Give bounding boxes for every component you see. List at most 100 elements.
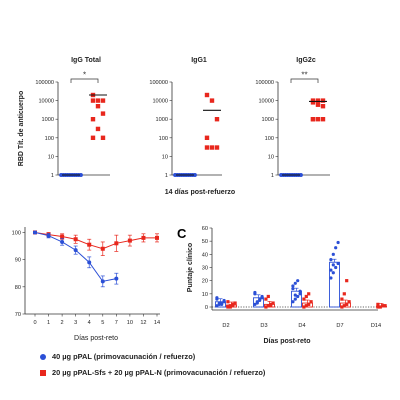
data-point-blue: [296, 294, 300, 299]
data-point-blue: [329, 276, 333, 280]
data-point-red: [95, 103, 101, 109]
data-point-red: [378, 305, 382, 309]
data-point-blue: [334, 265, 338, 270]
legend-marker-square: [40, 369, 46, 376]
data-point-red: [209, 145, 215, 150]
legend-label: 40 µg pPAL (primovacunación / refuerzo): [52, 352, 196, 361]
data-point-red: [304, 304, 308, 308]
data-point-red: [155, 235, 159, 240]
data-point-blue: [296, 279, 300, 283]
data-point-blue: [298, 292, 302, 296]
x-tick-label: 7: [115, 320, 118, 326]
x-tick-label: 12: [140, 320, 146, 326]
data-point-red: [376, 305, 380, 309]
data-point-blue: [293, 297, 297, 301]
data-point-red: [90, 135, 96, 140]
data-point-red: [381, 304, 385, 308]
data-point-red: [304, 294, 308, 299]
data-point-red: [114, 241, 119, 246]
x-tick-label: D2: [222, 323, 229, 329]
data-point-blue: [331, 271, 335, 275]
x-tick-label: D7: [336, 323, 343, 329]
y-tick-label: 100: [159, 136, 168, 142]
data-point-red: [127, 238, 132, 243]
data-point-red: [228, 305, 232, 309]
data-point-blue: [33, 230, 37, 235]
data-point-blue: [100, 279, 105, 284]
x-axis-label: Días post-reto: [74, 335, 118, 342]
x-axis-label: Días post-reto: [263, 338, 310, 345]
data-point-blue: [192, 173, 197, 177]
x-tick-label: D3: [260, 323, 267, 329]
data-point-red: [226, 305, 230, 309]
y-tick-label: 100: [45, 136, 54, 142]
x-tick-label: 3: [74, 320, 77, 326]
y-axis-label: Puntaje clínico: [187, 243, 194, 292]
data-point-red: [233, 301, 237, 305]
data-point-blue: [255, 301, 259, 305]
data-point-blue: [291, 286, 295, 291]
data-point-red: [271, 301, 275, 305]
y-tick-label: 40: [202, 252, 208, 258]
data-point-red: [214, 117, 220, 122]
data-point-red: [264, 297, 268, 301]
data-point-blue: [329, 258, 333, 262]
data-point-blue: [298, 289, 302, 293]
data-point-red: [269, 304, 273, 308]
data-point-red: [95, 126, 101, 132]
data-point-blue: [331, 252, 335, 256]
x-tick-label: 10: [127, 320, 133, 326]
data-point-red: [87, 242, 92, 247]
y-tick-label: 1000: [156, 117, 168, 123]
data-point-red: [209, 98, 215, 103]
y-tick-label: 50: [202, 239, 208, 245]
chart-clinical-score: C 0 10 20 30 40 50 60 Puntaje clínico D2 D3 D4 D7 D14…: [177, 226, 387, 345]
y-tick-label: 20: [202, 279, 208, 285]
data-point-red: [264, 305, 268, 309]
data-point-red: [226, 300, 230, 304]
data-point-blue: [217, 301, 221, 305]
y-tick-label: 80: [15, 285, 21, 291]
y-tick-label: 60: [202, 226, 208, 232]
data-point-red: [345, 279, 349, 283]
data-point-red: [320, 117, 326, 122]
data-point-red: [73, 237, 78, 242]
data-point-red: [90, 98, 96, 103]
x-tick-label: 0: [33, 320, 36, 326]
y-tick-label: 10: [162, 154, 168, 160]
data-point-red: [60, 234, 65, 239]
y-tick-label: 10: [48, 154, 54, 160]
data-point-blue: [253, 302, 257, 306]
data-point-red: [347, 300, 351, 304]
legend-label: 20 µg pPAL-Sfs + 20 µg pPAL-N (primovacu…: [52, 368, 266, 377]
data-point-blue: [291, 284, 295, 288]
data-point-blue: [329, 268, 333, 272]
data-point-blue: [291, 300, 295, 304]
data-point-red: [309, 300, 313, 304]
data-point-red: [204, 92, 210, 98]
data-point-blue: [114, 276, 119, 281]
significance-bracket: [70, 78, 99, 83]
data-point-blue: [220, 302, 224, 306]
data-point-blue: [73, 248, 78, 253]
y-tick-label: 100000: [35, 80, 54, 86]
y-tick-label: 1: [271, 173, 274, 179]
data-point-blue: [258, 298, 262, 303]
chart-title: IgG1: [191, 57, 207, 64]
x-tick-label: 2: [61, 320, 64, 326]
data-point-red: [310, 117, 316, 122]
data-point-red: [231, 304, 235, 308]
data-point-blue: [253, 290, 257, 295]
legend-item-red: 20 µg pPAL-Sfs + 20 µg pPAL-N (primovacu…: [40, 368, 390, 377]
y-tick-label: 70: [15, 312, 21, 318]
top-shared-xlabel: 14 días post-refuerzo: [165, 189, 235, 196]
chart-igg-total: 1 10 100 1000 10000 100000 IgG Total RBD Tít. d…: [18, 57, 110, 179]
data-point-red: [100, 135, 106, 140]
x-tick-label: 1: [47, 320, 50, 326]
data-point-red: [320, 103, 326, 109]
y-tick-label: 100000: [255, 80, 274, 86]
y-tick-label: 100000: [149, 80, 168, 86]
data-point-red: [95, 98, 101, 103]
